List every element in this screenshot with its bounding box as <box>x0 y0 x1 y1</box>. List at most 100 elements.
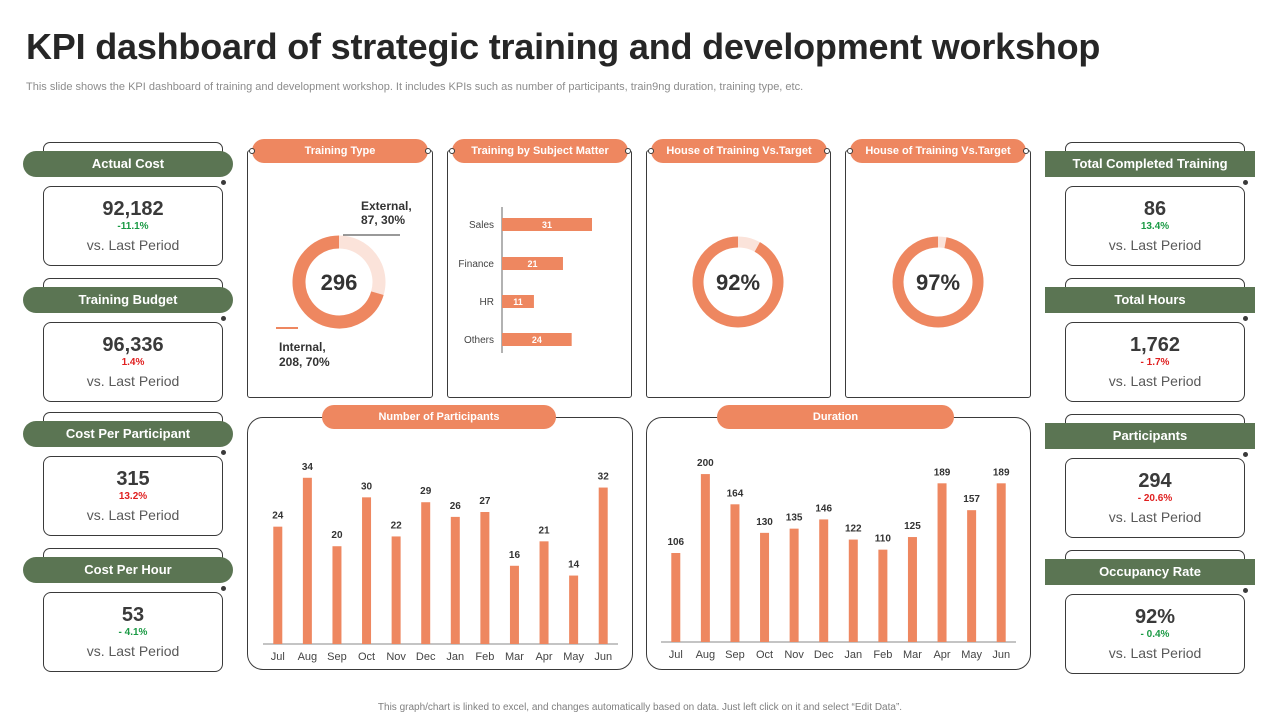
subject-bar-value: 31 <box>542 220 552 230</box>
kpi-label: Cost Per Participant <box>23 421 233 447</box>
subject-bar-value: 21 <box>527 259 537 269</box>
bar-value-label: 34 <box>302 462 314 473</box>
bar-value-label: 30 <box>361 481 373 492</box>
x-tick-label: Apr <box>933 649 950 661</box>
subject-category-label: HR <box>480 297 494 308</box>
kpi-comparison: vs. Last Period <box>86 643 180 659</box>
bar-value-label: 21 <box>538 525 550 536</box>
kpi-value: 96,336 <box>102 334 164 356</box>
hours-target-panel-2: 97% <box>845 150 1031 398</box>
x-tick-label: Apr <box>535 651 552 663</box>
kpi-box: 92% - 0.4% vs. Last Period <box>1065 594 1245 674</box>
bar-value-label: 27 <box>479 496 491 507</box>
bar <box>848 539 858 642</box>
kpi-value: 92,182 <box>102 198 164 220</box>
kpi-label: Total Hours <box>1045 287 1255 313</box>
hours-target-chart-1: 92% <box>692 236 784 328</box>
hours-target-panel-1: 92% <box>646 150 831 398</box>
bar <box>819 519 829 642</box>
subject-category-label: Others <box>464 335 494 346</box>
kpi-comparison: vs. Last Period <box>1108 645 1202 661</box>
x-tick-label: May <box>961 649 982 661</box>
external-label: External, <box>361 199 412 213</box>
subject-category-label: Sales <box>469 220 494 231</box>
bar-value-label: 20 <box>331 530 343 541</box>
kpi-box: 92,182 -11.1% vs. Last Period <box>43 186 223 266</box>
donut-slice-external <box>338 235 386 295</box>
bar-value-label: 24 <box>272 511 284 522</box>
bar <box>700 474 710 642</box>
kpi-value: 53 <box>121 604 145 626</box>
kpi-box: 53 - 4.1% vs. Last Period <box>43 592 223 672</box>
bar-value-label: 26 <box>450 501 462 512</box>
hours-target-header-1: House of Training Vs.Target <box>648 139 830 163</box>
bar <box>273 526 283 644</box>
kpi-card-cost-per-hour: 53 - 4.1% vs. Last Period Cost Per Hour <box>23 548 235 688</box>
bar <box>332 546 342 644</box>
bar-value-label: 200 <box>697 458 714 469</box>
kpi-change: 13.4% <box>1140 221 1170 232</box>
bar-value-label: 146 <box>815 503 832 514</box>
bar <box>907 537 917 642</box>
kpi-box: 96,336 1.4% vs. Last Period <box>43 322 223 402</box>
bar <box>760 532 770 642</box>
bar-value-label: 135 <box>786 513 803 524</box>
kpi-value: 315 <box>116 468 150 490</box>
bar <box>391 536 401 644</box>
bar <box>878 549 888 642</box>
x-tick-label: Feb <box>873 649 892 661</box>
bar <box>362 497 372 644</box>
bar-value-label: 14 <box>568 560 580 571</box>
bar <box>509 565 519 644</box>
bar <box>996 483 1006 642</box>
kpi-change: 13.2% <box>118 491 148 502</box>
hours-target-header-2: House of Training Vs.Target <box>847 139 1029 163</box>
kpi-card-actual-cost: 92,182 -11.1% vs. Last Period Actual Cos… <box>23 142 235 282</box>
kpi-box: 315 13.2% vs. Last Period <box>43 456 223 536</box>
kpi-change: -11.1% <box>117 221 149 232</box>
kpi-label: Participants <box>1045 423 1255 449</box>
bar <box>302 477 312 644</box>
bar <box>671 553 681 642</box>
kpi-comparison: vs. Last Period <box>1108 373 1202 389</box>
page-subtitle: This slide shows the KPI dashboard of tr… <box>26 81 804 93</box>
subject-matter-panel: Sales 31 Finance 21 HR 11 Others 24 <box>447 150 632 398</box>
kpi-box: 294 - 20.6% vs. Last Period <box>1065 458 1245 538</box>
subject-bar-value: 11 <box>513 297 523 307</box>
x-tick-label: Mar <box>505 651 524 663</box>
subject-matter-header: Training by Subject Matter <box>449 139 631 163</box>
duration-chart: 106 Jul 200 Aug 164 Sep 130 Oct 135 Nov 146 Dec 122 J… <box>661 458 1016 661</box>
bar <box>450 516 460 644</box>
training-type-chart: 296 External,87, 30% Internal,208, 70% <box>276 199 412 369</box>
x-tick-label: Oct <box>358 651 375 663</box>
subject-bar <box>502 333 572 346</box>
kpi-label: Training Budget <box>23 287 233 313</box>
x-tick-label: Oct <box>756 649 773 661</box>
panel-title: Number of Participants <box>378 411 500 423</box>
x-tick-label: Nov <box>386 651 406 663</box>
participants-header: Number of Participants <box>322 405 556 429</box>
kpi-box: 86 13.4% vs. Last Period <box>1065 186 1245 266</box>
internal-label-values: 208, 70% <box>279 355 330 369</box>
bar-value-label: 157 <box>963 494 980 505</box>
x-tick-label: May <box>563 651 584 663</box>
bar-value-label: 106 <box>667 537 684 548</box>
kpi-comparison: vs. Last Period <box>1108 509 1202 525</box>
internal-label: Internal, <box>279 340 326 354</box>
x-tick-label: Dec <box>814 649 834 661</box>
subject-bar <box>502 257 563 270</box>
x-tick-label: Jan <box>844 649 862 661</box>
bar-value-label: 125 <box>904 521 921 532</box>
x-tick-label: Jun <box>992 649 1010 661</box>
donut-center-value: 97% <box>916 270 960 295</box>
bar-value-label: 164 <box>727 488 744 499</box>
kpi-comparison: vs. Last Period <box>86 237 180 253</box>
bar <box>789 528 799 642</box>
panel-title: Training by Subject Matter <box>471 145 609 157</box>
bar-value-label: 122 <box>845 524 862 535</box>
kpi-label: Occupancy Rate <box>1045 559 1255 585</box>
bar <box>730 504 740 642</box>
donut-achieved <box>692 236 784 328</box>
hours-target-chart-2: 97% <box>892 236 984 328</box>
subject-bar <box>502 218 592 231</box>
